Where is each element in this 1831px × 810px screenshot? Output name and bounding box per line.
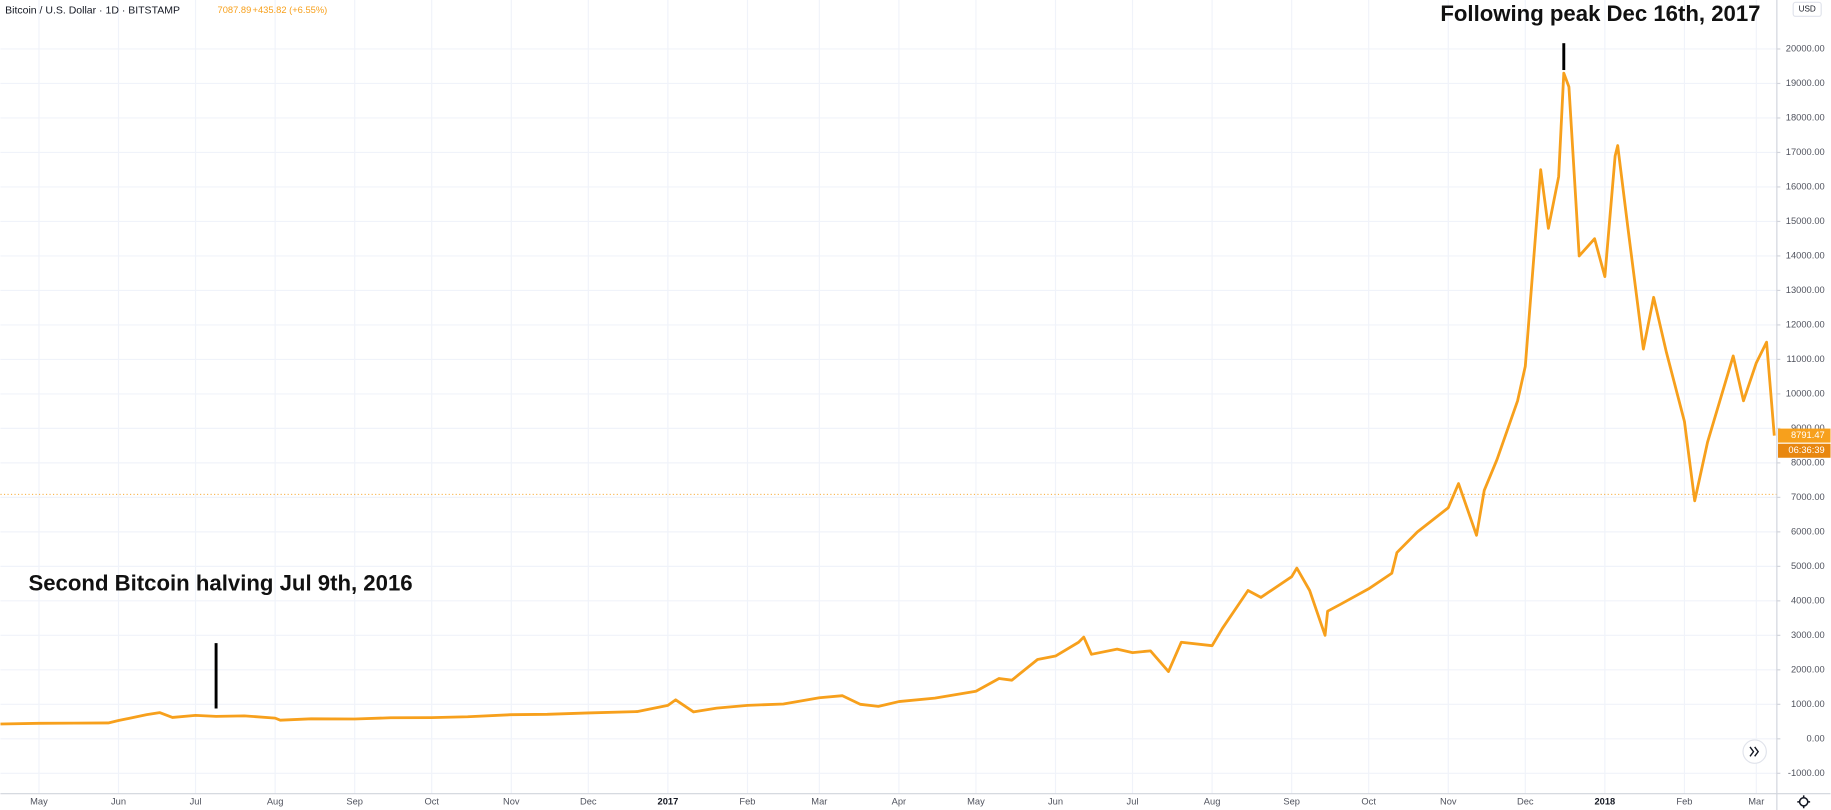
x-tick-label: Sep [1283,796,1300,806]
y-tick-label: 16000.00 [1786,181,1825,191]
y-tick-label: 8000.00 [1791,457,1825,467]
last-price-tag [1778,428,1831,443]
header-price: 7087.89 [218,5,252,15]
x-tick-label: Jun [1048,796,1063,806]
x-tick-label: Feb [739,796,755,806]
x-tick-label: Jul [1127,796,1139,806]
x-tick-label: Sep [346,796,363,806]
settings-button[interactable] [1797,795,1811,809]
y-tick-label: 6000.00 [1791,526,1825,536]
y-tick-label: 2000.00 [1791,664,1825,674]
symbol-title: Bitcoin / U.S. Dollar · 1D · BITSTAMP [5,4,180,16]
scroll-button[interactable] [1742,739,1767,764]
countdown-tag [1778,443,1831,458]
annotation: Second Bitcoin halving Jul 9th, 2016 [28,571,412,596]
x-tick-label: Nov [1440,796,1457,806]
y-tick-label: -1000.00 [1788,768,1825,778]
currency-box[interactable] [1792,1,1822,17]
y-tick-label: 4000.00 [1791,595,1825,605]
x-tick-label: Jun [111,796,126,806]
axes: -1000.00 0.00 1000.00 2000.00 3000.00 4000.00… [30,43,1831,806]
y-tick-label: 7000.00 [1791,492,1825,502]
x-tick-label: Jul [190,796,202,806]
x-tick-label: Apr [892,796,907,806]
x-tick-label: 2017 [658,796,679,806]
plot: Second Bitcoin halving Jul 9th, 2016 Foll… [0,1,1777,726]
y-tick-label: 10000.00 [1786,388,1825,398]
y-tick-label: 13000.00 [1786,285,1825,295]
grid [0,0,1777,794]
x-tick-label: Mar [811,796,827,806]
annotation: Following peak Dec 16th, 2017 [1440,1,1760,26]
y-tick-label: 15000.00 [1786,216,1825,226]
x-tick-label: Oct [1361,796,1376,806]
y-tick-label: 1000.00 [1791,699,1825,709]
last-price-label: 8791.47 [1791,430,1825,440]
x-tick-label: Dec [1517,796,1534,806]
header-change: +435.82 (+6.55%) [253,5,328,15]
y-tick-label: 3000.00 [1791,630,1825,640]
y-tick-label: 20000.00 [1786,43,1825,53]
x-tick-label: Oct [424,796,439,806]
price-line-series [0,71,1776,726]
y-tick-label: 18000.00 [1786,112,1825,122]
y-tick-label: 9000.00 [1791,423,1825,433]
y-tick-label: 17000.00 [1786,147,1825,157]
scroll-icon[interactable] [1749,746,1760,757]
x-tick-label: May [30,796,48,806]
x-tick-label: 2018 [1594,796,1615,806]
y-tick-label: 14000.00 [1786,250,1825,260]
y-tick-label: 12000.00 [1786,319,1825,329]
currency[interactable]: USD [1799,4,1816,13]
y-tick-label: 0.00 [1807,733,1825,743]
x-tick-label: Mar [1748,796,1764,806]
x-tick-label: Feb [1676,796,1692,806]
x-tick-label: Nov [503,796,520,806]
x-tick-label: Aug [267,796,284,806]
x-tick-label: May [967,796,985,806]
scroll-button-bg[interactable] [1742,739,1767,764]
y-tick-label: 11000.00 [1786,354,1824,364]
x-tick-label: Dec [580,796,597,806]
countdown: 06:36:39 [1788,445,1824,455]
gear-teeth[interactable] [1797,795,1811,809]
y-tick-label: 19000.00 [1786,78,1825,88]
x-tick-label: Aug [1204,796,1221,806]
y-tick-label: 5000.00 [1791,561,1825,571]
